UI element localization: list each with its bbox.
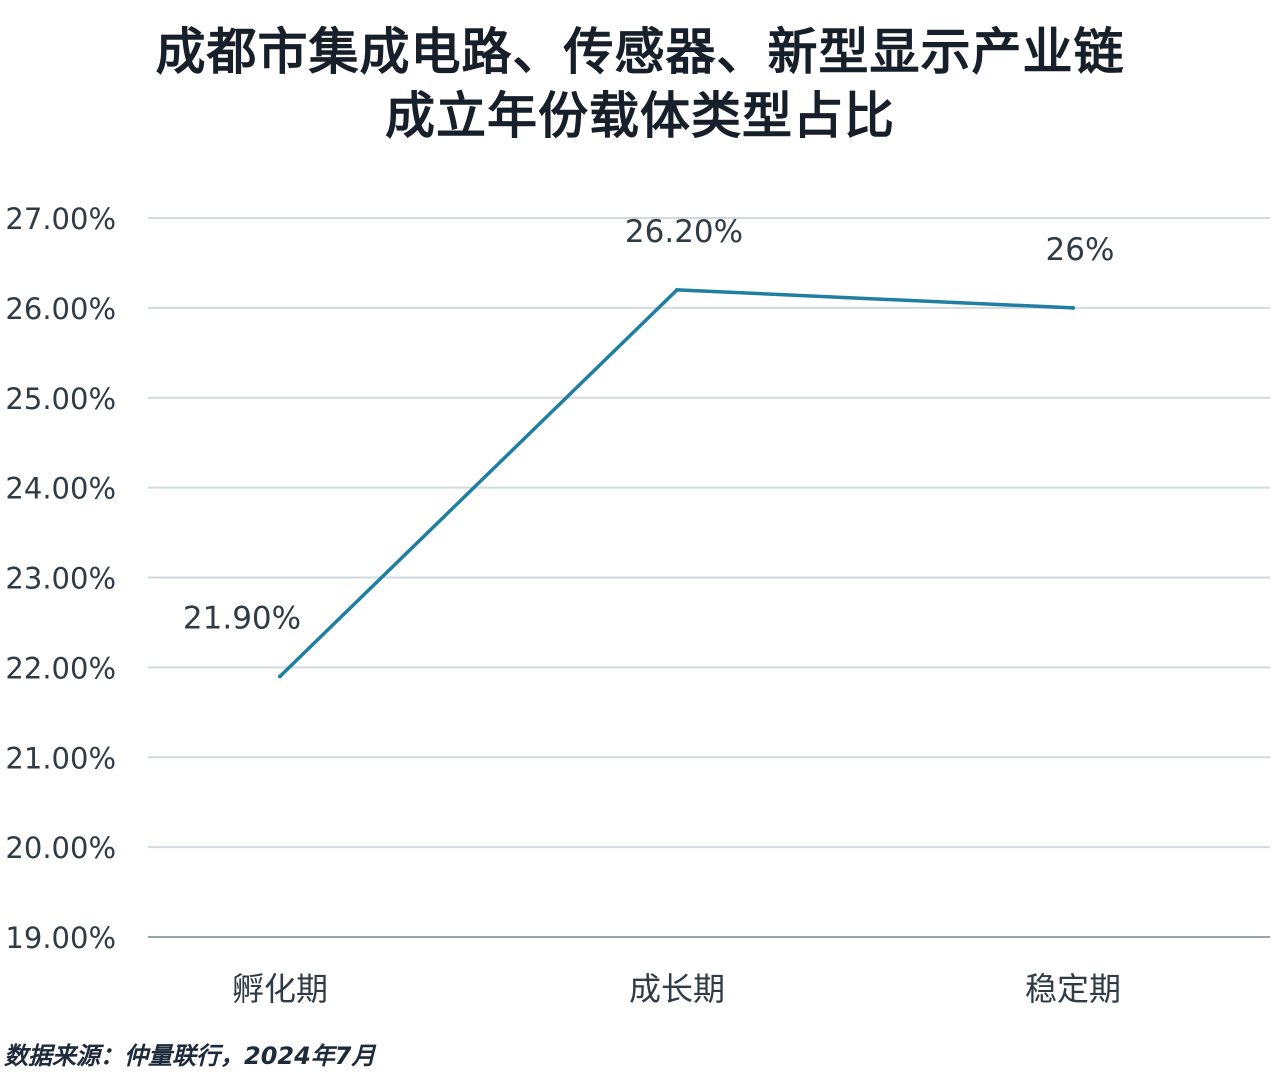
data-label: 21.90% [183,600,301,636]
chart-title-line-1: 成都市集成电路、传感器、新型显示产业链 [155,23,1125,81]
data-point [278,674,282,679]
y-tick-label: 21.00% [5,741,116,775]
x-tick-label: 稳定期 [1025,970,1121,1008]
data-source-note: 数据来源：仲量联行，2024年7月 [4,1042,376,1070]
y-tick-label: 24.00% [5,472,116,506]
x-tick-label: 孵化期 [232,970,328,1008]
chart-title-line-2: 成立年份载体类型占比 [385,87,895,145]
data-label: 26% [1046,232,1115,268]
data-label: 26.20% [625,214,743,250]
y-tick-label: 25.00% [5,382,116,416]
data-point [1071,305,1075,310]
y-tick-label: 26.00% [5,292,116,326]
y-tick-label: 23.00% [5,562,116,596]
chart-title: 成都市集成电路、传感器、新型显示产业链 成立年份载体类型占比 [0,20,1280,148]
series-line [278,288,1075,679]
data-point [675,287,679,292]
y-tick-label: 19.00% [5,921,116,955]
y-tick-label: 20.00% [5,831,116,865]
y-tick-label: 27.00% [5,202,116,236]
y-tick-label: 22.00% [5,651,116,685]
x-tick-label: 成长期 [629,970,725,1008]
